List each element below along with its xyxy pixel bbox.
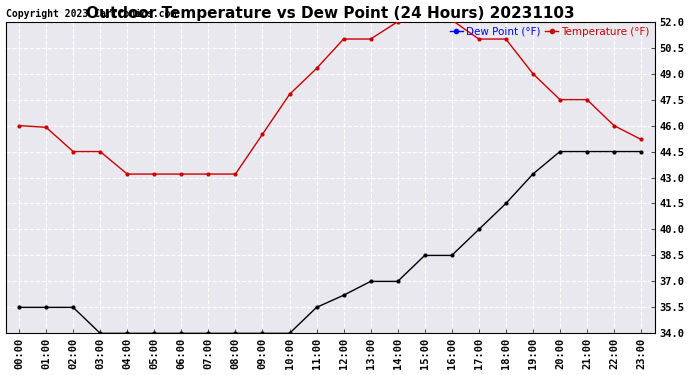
Text: Copyright 2023 Cartronics.com: Copyright 2023 Cartronics.com [6,9,176,19]
Legend: Dew Point (°F), Temperature (°F): Dew Point (°F), Temperature (°F) [450,27,649,37]
Title: Outdoor Temperature vs Dew Point (24 Hours) 20231103: Outdoor Temperature vs Dew Point (24 Hou… [86,6,574,21]
